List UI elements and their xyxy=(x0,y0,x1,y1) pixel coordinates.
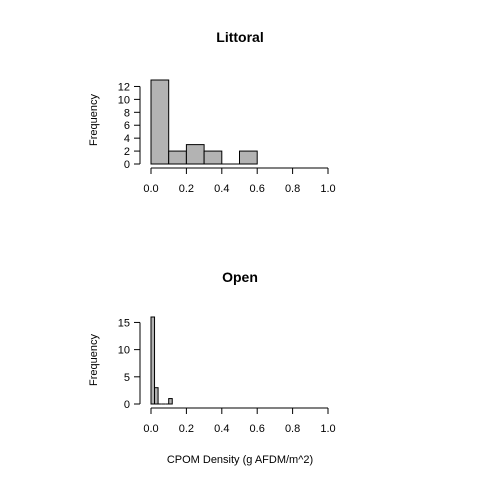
x-tick-label: 0.4 xyxy=(214,183,229,195)
bars xyxy=(150,316,173,405)
histogram-bar xyxy=(185,144,205,165)
open-panel: Open Frequency CPOM Density (g AFDM/m^2)… xyxy=(88,269,336,466)
x-tick-label: 0.2 xyxy=(179,423,194,435)
y-tick-label: 8 xyxy=(124,107,130,119)
x-tick-label: 0.8 xyxy=(285,423,300,435)
y-tick-label: 4 xyxy=(124,133,130,145)
histogram-bar xyxy=(150,316,156,405)
histogram-bar xyxy=(203,150,223,165)
x-tick-label: 1.0 xyxy=(320,183,335,195)
x-tick-label: 0.6 xyxy=(250,183,265,195)
x-tick-label: 0.6 xyxy=(250,423,265,435)
y-tick-label: 10 xyxy=(118,345,130,357)
y-tick-label: 2 xyxy=(124,146,130,158)
y-tick-label: 6 xyxy=(124,120,130,132)
x-tick-label: 0.0 xyxy=(143,183,158,195)
y-tick-label: 10 xyxy=(118,94,130,106)
x-axis: 0.0 0.2 0.4 0.6 0.8 1.0 xyxy=(143,167,336,195)
x-axis-label: CPOM Density (g AFDM/m^2) xyxy=(167,454,313,466)
x-tick-label: 0.8 xyxy=(285,183,300,195)
x-tick-label: 0.4 xyxy=(214,423,229,435)
panel-title: Open xyxy=(222,269,258,285)
bars xyxy=(150,79,258,165)
y-axis-label: Frequency xyxy=(88,334,100,386)
y-tick-label: 0 xyxy=(124,399,130,411)
littoral-panel: Littoral Frequency 0.0 0.2 0.4 0.6 0.8 1.0 02… xyxy=(88,29,336,195)
y-tick-label: 5 xyxy=(124,372,130,384)
y-tick-label: 15 xyxy=(118,317,130,329)
x-axis: 0.0 0.2 0.4 0.6 0.8 1.0 xyxy=(143,407,336,435)
panel-title: Littoral xyxy=(216,29,263,45)
y-axis: 0 5 10 15 xyxy=(118,317,141,411)
histogram-bar xyxy=(168,398,173,405)
y-tick-label: 12 xyxy=(118,81,130,93)
x-tick-label: 0.0 xyxy=(143,423,158,435)
histogram-bar xyxy=(154,387,159,405)
histogram-bar xyxy=(150,79,170,165)
histogram-bar xyxy=(239,150,258,165)
histogram-bar xyxy=(168,150,187,165)
y-tick-label: 0 xyxy=(124,159,130,171)
x-tick-label: 1.0 xyxy=(320,423,335,435)
y-axis-label: Frequency xyxy=(88,94,100,146)
x-tick-label: 0.2 xyxy=(179,183,194,195)
